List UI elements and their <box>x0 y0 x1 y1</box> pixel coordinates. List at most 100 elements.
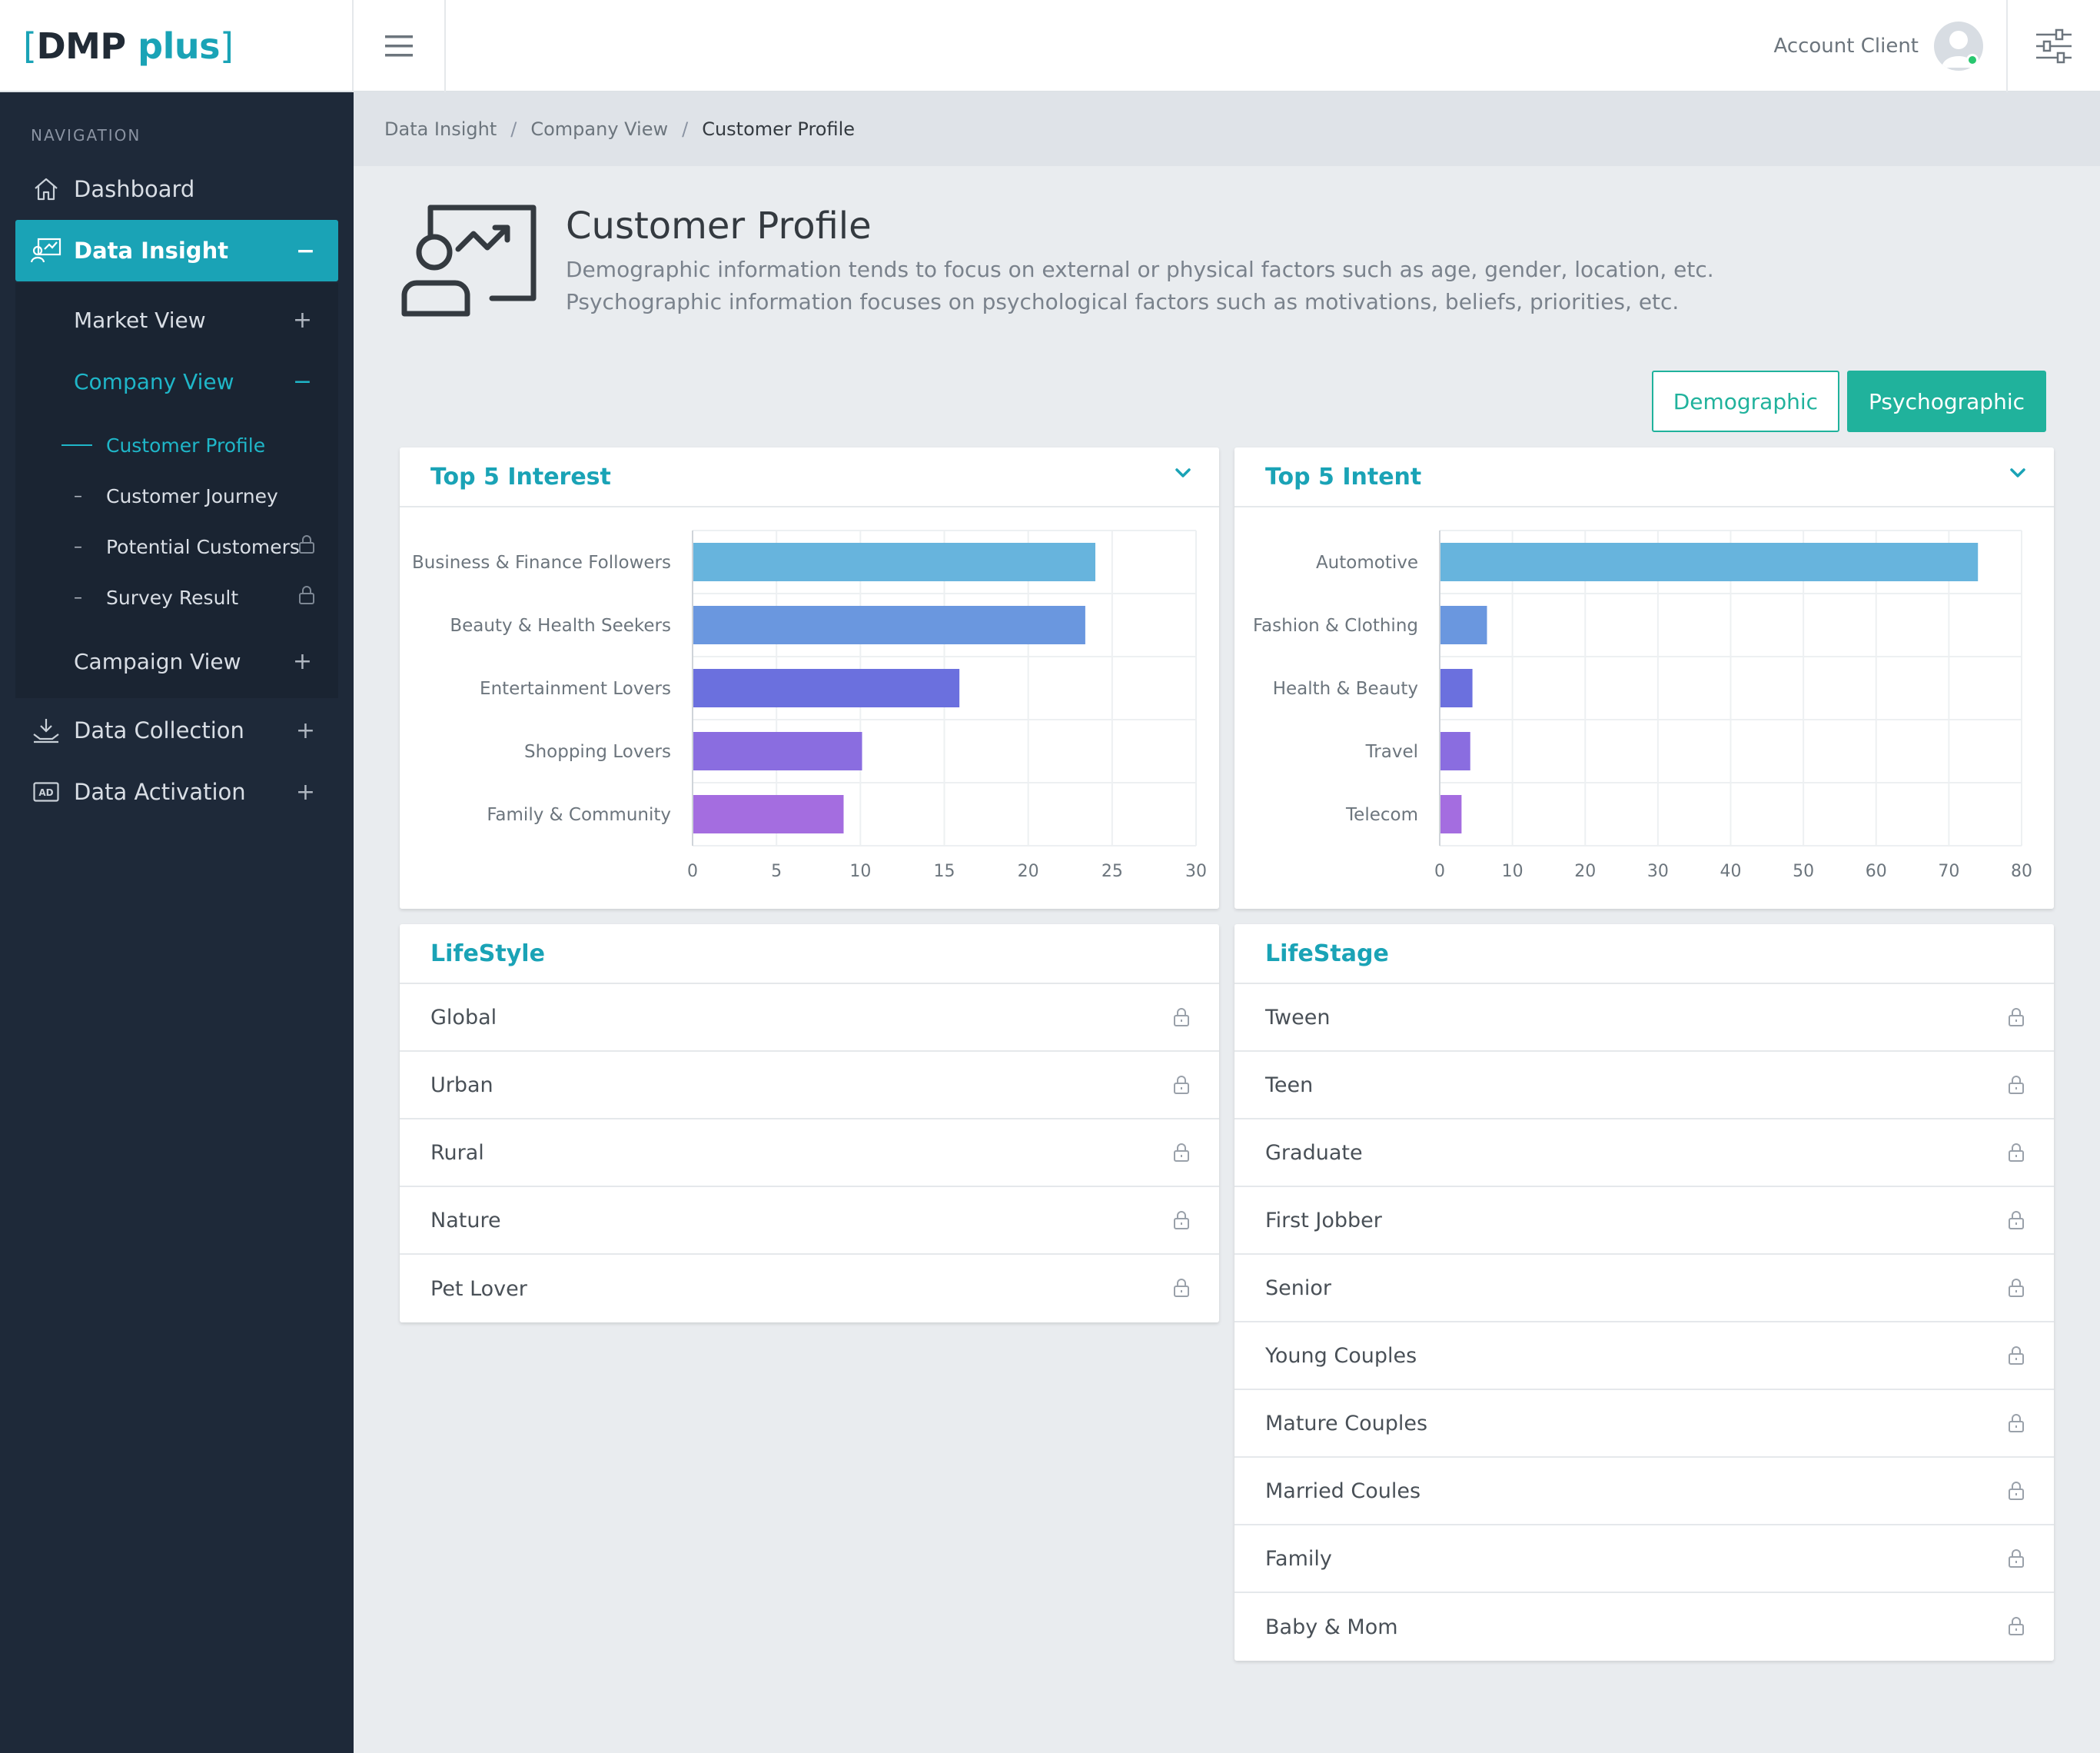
bar[interactable] <box>1440 795 1462 833</box>
list-item[interactable]: Nature <box>400 1187 1219 1255</box>
collapse-icon: − <box>295 237 315 264</box>
list-item[interactable]: Urban <box>400 1052 1219 1119</box>
sidebar-item-customer-journey[interactable]: – Customer Journey <box>74 484 278 507</box>
bar[interactable] <box>693 795 844 833</box>
tick-label: 60 <box>1866 862 1887 881</box>
sidebar-item-dashboard[interactable]: Dashboard <box>15 158 338 220</box>
bar[interactable] <box>693 669 960 707</box>
list-item[interactable]: Pet Lover <box>400 1255 1219 1322</box>
list-item-label: Married Coules <box>1265 1479 1421 1503</box>
category-label: Health & Beauty <box>1273 679 1418 699</box>
list-item[interactable]: First Jobber <box>1234 1187 2054 1255</box>
psychographic-button[interactable]: Psychographic <box>1847 371 2046 432</box>
list-item-label: Young Couples <box>1265 1343 1417 1368</box>
chevron-down-icon[interactable] <box>1175 467 1191 478</box>
nav-caption: NAVIGATION <box>31 126 141 145</box>
list-item-label: First Jobber <box>1265 1208 1382 1232</box>
lock-icon <box>1173 1075 1190 1100</box>
logo[interactable]: [DMP plus] <box>23 25 234 67</box>
card-title: Top 5 Intent <box>1234 447 2054 507</box>
lock-icon <box>2008 1346 2025 1371</box>
demographic-button[interactable]: Demographic <box>1651 371 1840 432</box>
tick-label: 10 <box>1502 862 1523 881</box>
list-item[interactable]: Baby & Mom <box>1234 1593 2054 1661</box>
sidebar-item-label: Customer Profile <box>106 434 266 457</box>
ad-icon: AD <box>31 777 61 807</box>
sidebar-item-data-activation[interactable]: AD Data Activation + <box>15 761 338 823</box>
bar[interactable] <box>1440 606 1487 644</box>
sidebar-item-label: Market View <box>74 307 206 333</box>
list-item[interactable]: Teen <box>1234 1052 2054 1119</box>
account-menu[interactable]: Account Client <box>1773 0 2008 92</box>
category-label: Business & Finance Followers <box>412 553 671 573</box>
sidebar-item-survey-result[interactable]: – Survey Result <box>61 576 331 619</box>
list-item[interactable]: Tween <box>1234 984 2054 1052</box>
category-label: Entertainment Lovers <box>480 679 671 699</box>
sidebar-item-label: Potential Customers <box>106 535 300 558</box>
breadcrumb-item-data-insight[interactable]: Data Insight <box>384 118 497 140</box>
list-item[interactable]: Graduate <box>1234 1119 2054 1187</box>
breadcrumb-item-company-view[interactable]: Company View <box>530 118 669 140</box>
top-interest-chart: Business & Finance Followers Beauty & Hea… <box>412 530 1207 881</box>
menu-toggle-button[interactable] <box>354 0 446 92</box>
sidebar-item-potential-customers[interactable]: – Potential Customers <box>61 525 331 568</box>
lock-icon <box>2008 1278 2025 1303</box>
list-item[interactable]: Global <box>400 984 1219 1052</box>
chevron-down-icon[interactable] <box>2009 467 2026 478</box>
tick-label: 25 <box>1102 862 1123 881</box>
lock-icon <box>1173 1143 1190 1168</box>
list-item[interactable]: Rural <box>400 1119 1219 1187</box>
bar[interactable] <box>693 543 1095 581</box>
list-item[interactable]: Family <box>1234 1525 2054 1593</box>
sidebar-item-customer-profile[interactable]: Customer Profile <box>61 424 331 467</box>
sidebar-item-company-view[interactable]: Company View − <box>74 358 335 404</box>
avatar[interactable] <box>1934 22 1983 71</box>
bar[interactable] <box>693 732 862 770</box>
profile-type-toggle: Demographic Psychographic <box>1651 371 2046 432</box>
list-item-label: Tween <box>1265 1005 1331 1030</box>
category-label: Travel <box>1365 742 1418 762</box>
home-icon <box>31 174 61 205</box>
lock-icon <box>299 586 314 604</box>
expand-icon: + <box>295 778 315 806</box>
list-item[interactable]: Mature Couples <box>1234 1390 2054 1458</box>
list-item[interactable]: Married Coules <box>1234 1458 2054 1525</box>
category-label: Automotive <box>1316 553 1418 573</box>
account-name: Account Client <box>1773 35 1919 58</box>
lifestage-card: LifeStage Tween Teen Graduate First Jobber S… <box>1234 924 2054 1661</box>
lock-icon <box>2008 1075 2025 1100</box>
sidebar-item-data-insight[interactable]: Data Insight − <box>15 220 338 281</box>
chart-user-icon <box>31 235 61 266</box>
list-item-label: Baby & Mom <box>1265 1615 1398 1639</box>
bar[interactable] <box>1440 543 1979 581</box>
list-item-label: Nature <box>430 1208 501 1232</box>
list-item[interactable]: Senior <box>1234 1255 2054 1322</box>
online-status-dot <box>1966 54 1979 66</box>
customer-profile-icon <box>401 205 537 317</box>
bar[interactable] <box>1440 669 1473 707</box>
sidebar-item-market-view[interactable]: Market View + <box>74 297 335 343</box>
list-item[interactable]: Young Couples <box>1234 1322 2054 1390</box>
logo-area: [DMP plus] <box>0 0 354 92</box>
sidebar-item-campaign-view[interactable]: Campaign View + <box>74 638 335 684</box>
description-line: Psychographic information focuses on psy… <box>566 289 1680 314</box>
lock-icon <box>2008 1413 2025 1439</box>
lock-icon <box>2008 1481 2025 1506</box>
bar[interactable] <box>1440 732 1470 770</box>
tick-label: 20 <box>1574 862 1596 881</box>
settings-button[interactable] <box>2008 0 2100 92</box>
bar[interactable] <box>693 606 1085 644</box>
tick-label: 30 <box>1185 862 1207 881</box>
list-item-label: Pet Lover <box>430 1276 527 1301</box>
tick-label: 80 <box>2011 862 2032 881</box>
sidebar-item-data-collection[interactable]: Data Collection + <box>15 700 338 761</box>
category-label: Telecom <box>1345 805 1418 825</box>
tick-label: 5 <box>771 862 782 881</box>
lifestyle-card: LifeStyle Global Urban Rural Nature Pet Love… <box>400 924 1219 1322</box>
lock-icon <box>2008 1143 2025 1168</box>
list-item-label: Graduate <box>1265 1140 1363 1165</box>
sidebar-item-label: Data Activation <box>74 779 246 805</box>
list-item-label: Family <box>1265 1546 1332 1571</box>
lock-icon <box>1173 1007 1190 1033</box>
expand-icon: + <box>295 717 315 744</box>
